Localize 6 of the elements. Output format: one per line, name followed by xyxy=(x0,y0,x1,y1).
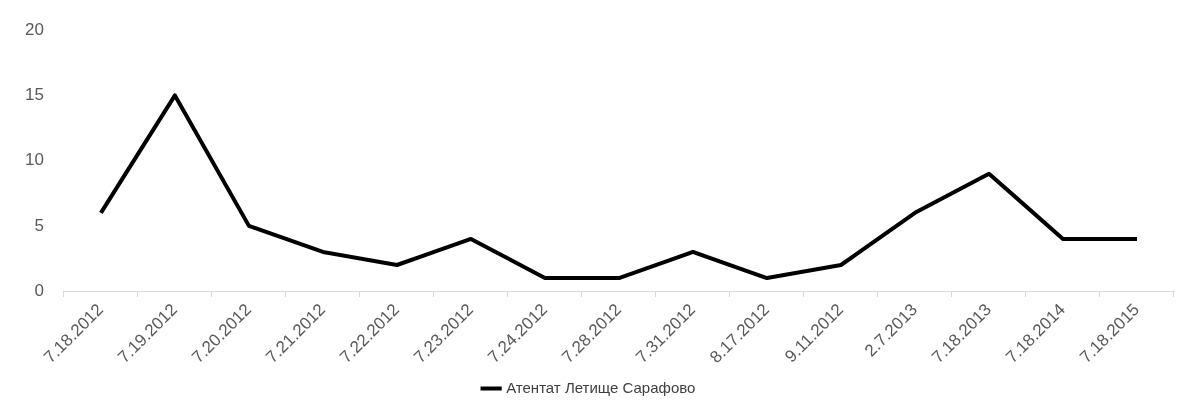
legend-label: Атентат Летище Сарафово xyxy=(506,378,696,396)
y-tick-label: 5 xyxy=(34,215,44,235)
y-tick-label: 0 xyxy=(34,280,44,300)
y-tick-label: 10 xyxy=(24,150,44,170)
y-tick-label: 15 xyxy=(24,85,44,105)
y-tick-label: 20 xyxy=(24,19,44,39)
